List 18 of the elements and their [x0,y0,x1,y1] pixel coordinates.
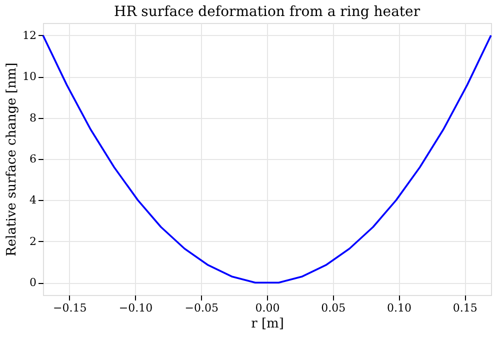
chart-title: HR surface deformation from a ring heater [114,4,420,20]
x-tick-label: 0.15 [452,302,478,314]
x-tick-label: −0.10 [118,302,153,314]
y-tick-label: 12 [22,28,36,42]
x-tick-label: −0.15 [52,302,87,314]
x-tick-label: 0.05 [321,302,346,314]
y-tick-label: 0 [30,276,36,290]
x-tick-label: −0.05 [184,302,218,314]
y-axis-title: Relative surface change [nm] [4,62,20,256]
x-axis-title: r [m] [251,316,284,332]
y-tick-label: 10 [22,70,36,84]
x-tick-label: 0.00 [255,302,280,314]
y-tick-label: 8 [30,111,36,124]
line-series [42,34,492,284]
y-tick-label: 2 [30,234,36,248]
y-tick-label: 4 [30,194,36,207]
x-tick-label: 0.10 [387,302,412,314]
y-tick-label: 6 [30,152,36,166]
